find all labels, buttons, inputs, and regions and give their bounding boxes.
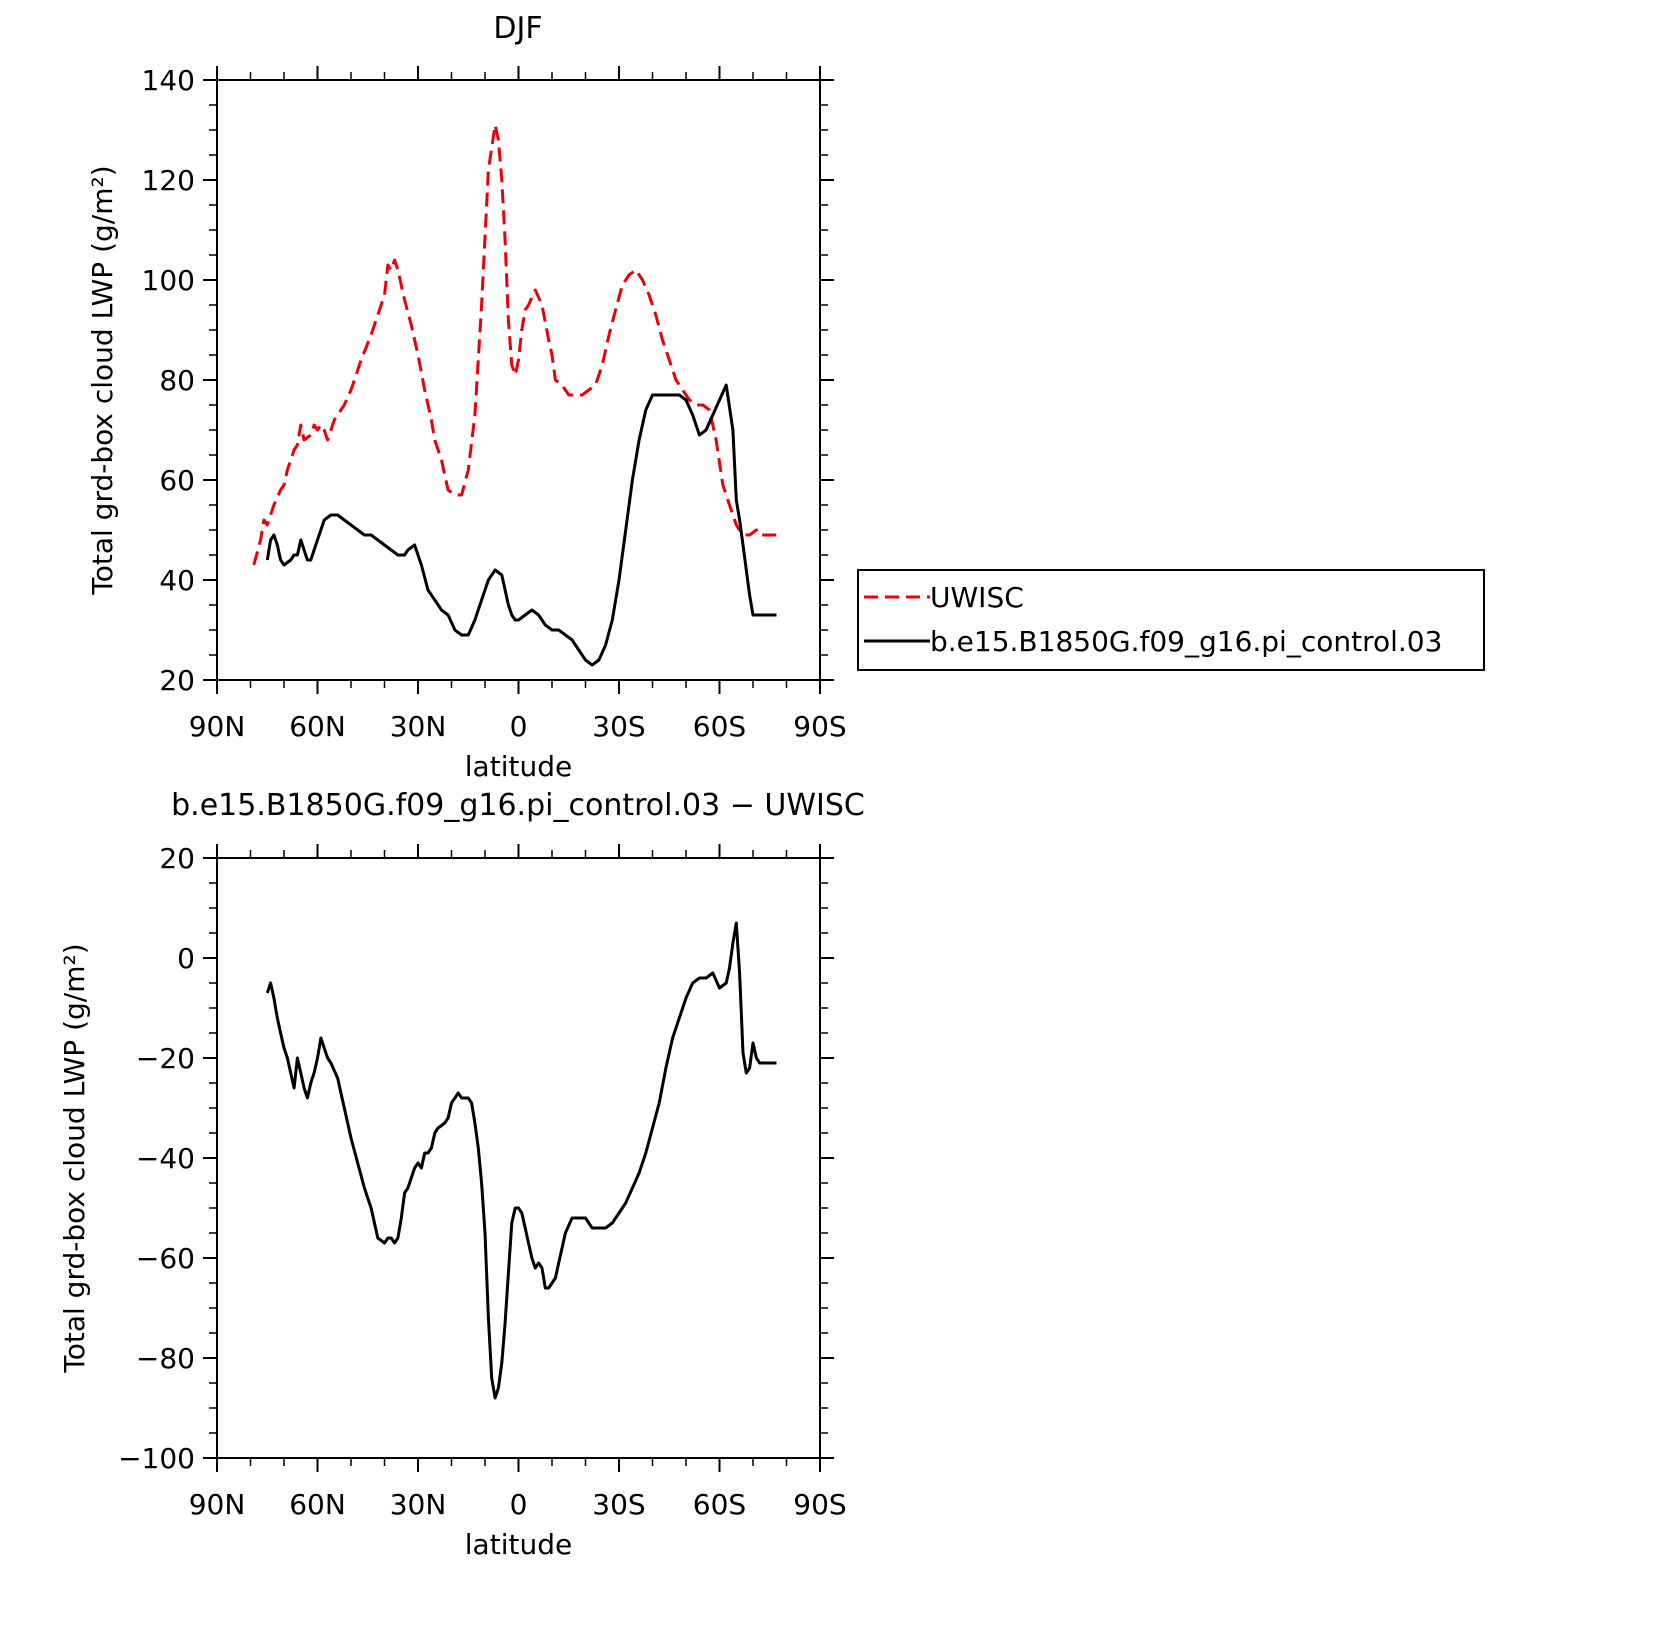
top-panel: DJF 90N 60N 30N 0 30S 60S 90S 20 40 60 80 100 120 140 l…	[86, 11, 847, 783]
y-tick-label: 20	[159, 842, 195, 875]
y-tick-label: 20	[159, 664, 195, 697]
y-tick-label: 140	[142, 64, 195, 97]
x-tick-label: 90N	[189, 1488, 246, 1521]
y-axis-label: Total grd-box cloud LWP (g/m²)	[86, 165, 119, 595]
y-tick-label: 100	[142, 264, 195, 297]
x-tick-label: 30S	[592, 710, 645, 743]
x-tick-label: 90S	[793, 710, 846, 743]
chart-title: b.e15.B1850G.f09_g16.pi_control.03 − UWI…	[171, 788, 865, 823]
series-line-model	[265, 383, 777, 667]
x-tick-label: 30S	[592, 1488, 645, 1521]
x-tick-label: 30N	[390, 710, 447, 743]
x-tick-label: 30N	[390, 1488, 447, 1521]
y-tick-label: −20	[136, 1042, 195, 1075]
y-tick-label: 80	[159, 364, 195, 397]
x-tick-label: 60S	[693, 710, 746, 743]
chart-title: DJF	[493, 11, 542, 46]
y-tick-label: 60	[159, 464, 195, 497]
x-tick-label: 90N	[189, 710, 246, 743]
legend: UWISC b.e15.B1850G.f09_g16.pi_control.03	[857, 569, 1485, 671]
y-tick-label: 0	[177, 942, 195, 975]
bottom-panel: b.e15.B1850G.f09_g16.pi_control.03 − UWI…	[58, 788, 865, 1561]
y-tick-label: −40	[136, 1142, 195, 1175]
series-line-uwisc	[252, 123, 780, 566]
y-tick-label: −80	[136, 1342, 195, 1375]
y-tick-label: 40	[159, 564, 195, 597]
legend-label: b.e15.B1850G.f09_g16.pi_control.03	[930, 625, 1442, 658]
x-tick-label: 0	[510, 710, 528, 743]
x-axis-label: latitude	[465, 1528, 572, 1561]
x-tick-label: 60S	[693, 1488, 746, 1521]
y-tick-label: −100	[118, 1442, 195, 1475]
plot-frame	[216, 857, 821, 1459]
y-tick-label: −60	[136, 1242, 195, 1275]
legend-box	[857, 569, 1485, 671]
legend-label: UWISC	[930, 581, 1024, 614]
x-axis-label: latitude	[465, 750, 572, 783]
y-tick-label: 120	[142, 164, 195, 197]
x-tick-label: 90S	[793, 1488, 846, 1521]
x-tick-label: 60N	[289, 1488, 346, 1521]
plot-frame	[216, 79, 821, 681]
y-axis-label: Total grd-box cloud LWP (g/m²)	[58, 943, 91, 1373]
x-tick-label: 0	[510, 1488, 528, 1521]
series-line-difference	[265, 921, 777, 1400]
x-tick-label: 60N	[289, 710, 346, 743]
